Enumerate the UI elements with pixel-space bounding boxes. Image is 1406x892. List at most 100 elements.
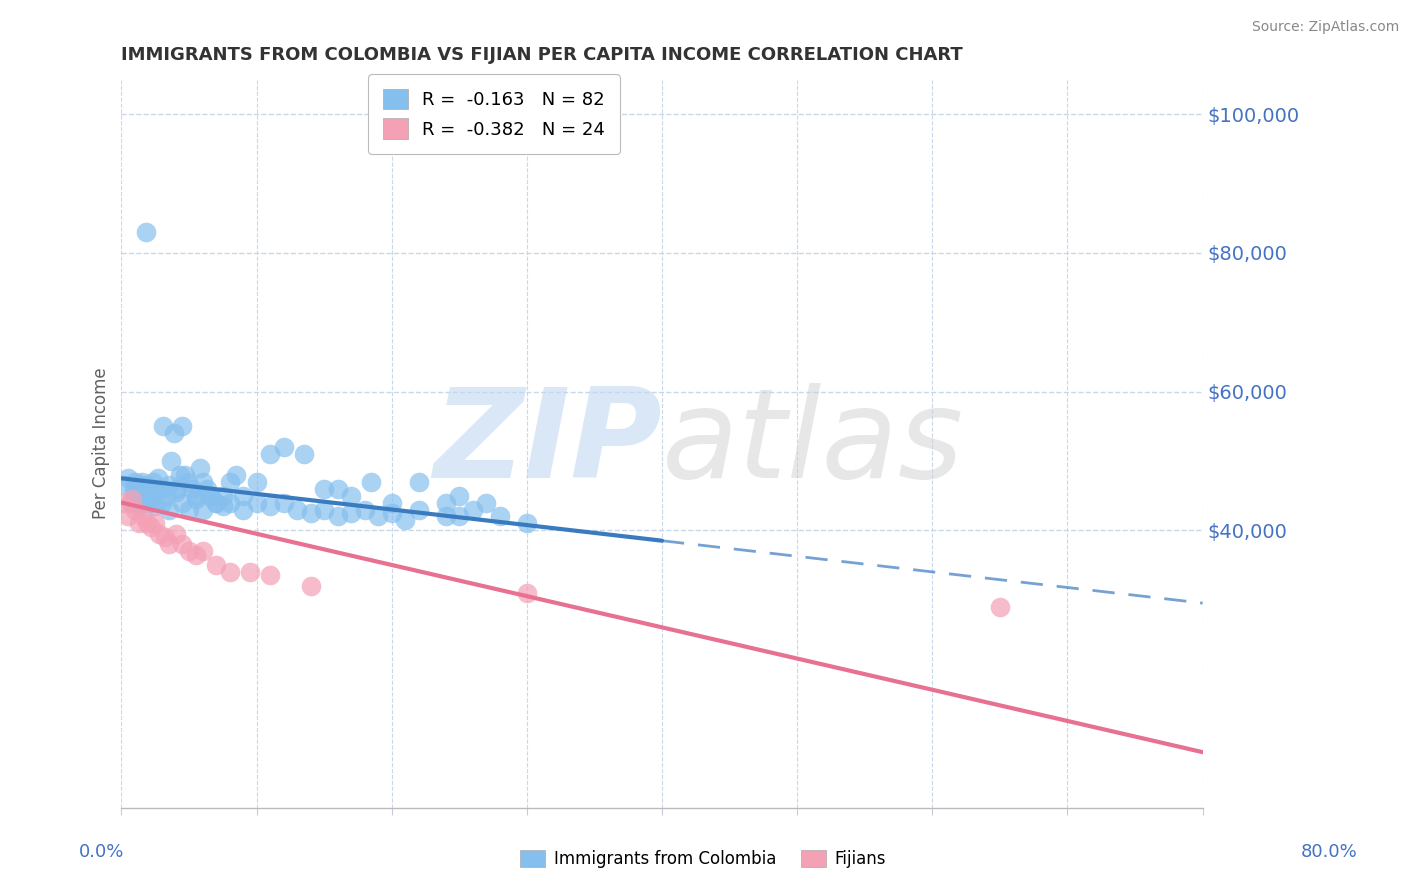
- Point: [165, 485, 187, 500]
- Point: [169, 467, 191, 482]
- Text: 0.0%: 0.0%: [79, 843, 124, 861]
- Point: [381, 506, 404, 520]
- Point: [117, 509, 139, 524]
- Point: [218, 475, 240, 489]
- Point: [124, 502, 146, 516]
- Point: [273, 495, 295, 509]
- Point: [131, 475, 153, 489]
- Point: [172, 419, 194, 434]
- Point: [198, 489, 221, 503]
- Point: [172, 537, 194, 551]
- Point: [150, 495, 173, 509]
- Point: [163, 426, 186, 441]
- Point: [176, 475, 198, 489]
- Point: [314, 482, 336, 496]
- Point: [259, 499, 281, 513]
- Point: [157, 478, 180, 492]
- Text: 80.0%: 80.0%: [1301, 843, 1357, 861]
- Point: [134, 495, 156, 509]
- Point: [117, 471, 139, 485]
- Point: [191, 544, 214, 558]
- Point: [143, 516, 166, 531]
- Point: [285, 502, 308, 516]
- Point: [461, 502, 484, 516]
- Point: [177, 544, 200, 558]
- Point: [155, 489, 177, 503]
- Text: ZIP: ZIP: [433, 384, 662, 504]
- Point: [174, 467, 197, 482]
- Point: [152, 419, 174, 434]
- Point: [180, 482, 202, 496]
- Point: [200, 489, 222, 503]
- Point: [259, 568, 281, 582]
- Point: [184, 492, 207, 507]
- Point: [489, 509, 512, 524]
- Point: [195, 482, 218, 496]
- Point: [516, 516, 538, 531]
- Point: [121, 492, 143, 507]
- Point: [114, 478, 136, 492]
- Point: [205, 495, 228, 509]
- Point: [184, 548, 207, 562]
- Point: [172, 495, 194, 509]
- Point: [166, 482, 188, 496]
- Point: [367, 509, 389, 524]
- Point: [225, 467, 247, 482]
- Text: IMMIGRANTS FROM COLOMBIA VS FIJIAN PER CAPITA INCOME CORRELATION CHART: IMMIGRANTS FROM COLOMBIA VS FIJIAN PER C…: [121, 46, 963, 64]
- Point: [136, 516, 159, 531]
- Point: [353, 502, 375, 516]
- Point: [191, 502, 214, 516]
- Point: [449, 509, 471, 524]
- Point: [211, 499, 233, 513]
- Point: [132, 509, 155, 524]
- Point: [449, 489, 471, 503]
- Point: [128, 516, 150, 531]
- Point: [232, 489, 254, 503]
- Point: [148, 526, 170, 541]
- Point: [160, 454, 183, 468]
- Point: [434, 495, 457, 509]
- Point: [125, 485, 148, 500]
- Point: [273, 440, 295, 454]
- Point: [177, 502, 200, 516]
- Y-axis label: Per Capita Income: Per Capita Income: [93, 368, 110, 519]
- Point: [191, 475, 214, 489]
- Point: [259, 447, 281, 461]
- Point: [245, 495, 267, 509]
- Point: [299, 579, 322, 593]
- Point: [394, 513, 416, 527]
- Point: [184, 489, 207, 503]
- Point: [516, 585, 538, 599]
- Point: [157, 502, 180, 516]
- Point: [114, 495, 136, 509]
- Point: [218, 565, 240, 579]
- Point: [326, 509, 349, 524]
- Point: [153, 530, 176, 544]
- Point: [988, 599, 1011, 614]
- Point: [408, 475, 430, 489]
- Point: [340, 506, 363, 520]
- Point: [314, 502, 336, 516]
- Legend: Immigrants from Colombia, Fijians: Immigrants from Colombia, Fijians: [513, 843, 893, 875]
- Text: Source: ZipAtlas.com: Source: ZipAtlas.com: [1251, 20, 1399, 34]
- Point: [131, 478, 153, 492]
- Point: [299, 506, 322, 520]
- Point: [408, 502, 430, 516]
- Point: [143, 482, 166, 496]
- Point: [157, 537, 180, 551]
- Point: [143, 499, 166, 513]
- Point: [360, 475, 382, 489]
- Point: [475, 495, 498, 509]
- Point: [218, 495, 240, 509]
- Point: [141, 475, 163, 489]
- Point: [239, 565, 262, 579]
- Text: atlas: atlas: [662, 384, 965, 504]
- Point: [245, 475, 267, 489]
- Point: [381, 495, 404, 509]
- Point: [165, 526, 187, 541]
- Legend: R =  -0.163   N = 82, R =  -0.382   N = 24: R = -0.163 N = 82, R = -0.382 N = 24: [368, 74, 620, 153]
- Point: [149, 482, 172, 496]
- Point: [135, 225, 157, 239]
- Point: [128, 499, 150, 513]
- Point: [292, 447, 315, 461]
